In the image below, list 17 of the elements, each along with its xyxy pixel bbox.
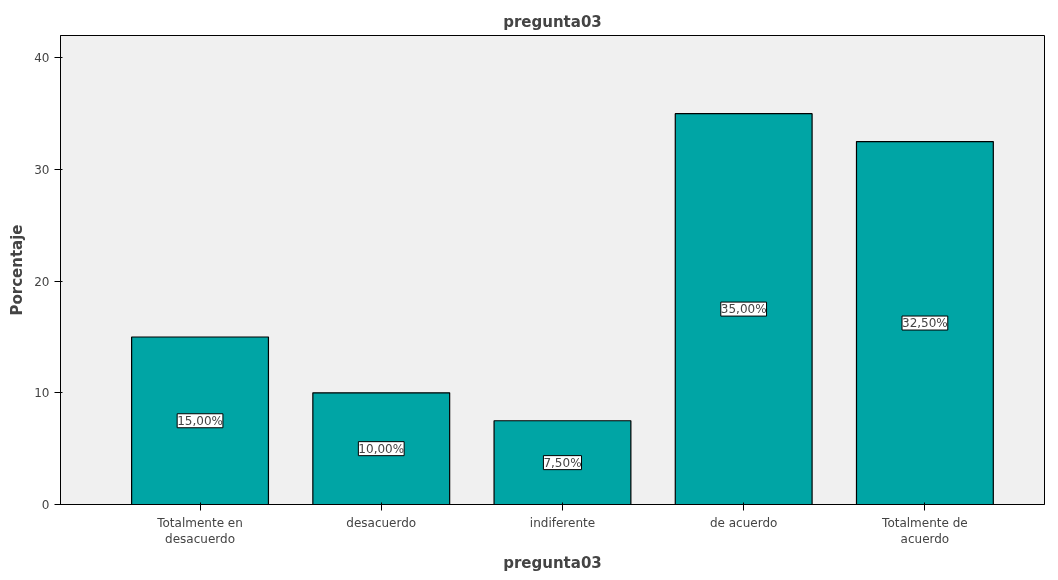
x-axis-title: pregunta03 <box>503 554 602 573</box>
data-label: 35,00% <box>720 302 767 317</box>
y-tick-label: 0 <box>41 498 50 512</box>
x-tick-label: Totalmente en desacuerdo <box>156 515 243 547</box>
y-axis-title: Porcentaje <box>8 224 27 316</box>
y-tick-label: 30 <box>34 163 50 177</box>
data-label: 10,00% <box>358 441 405 456</box>
chart-title: pregunta03 <box>503 12 602 31</box>
y-tick-label: 40 <box>34 51 50 66</box>
x-tick-label: desacuerdo <box>346 515 417 530</box>
y-tick-label: 20 <box>34 274 50 289</box>
x-tick-label: Totalmente de acuerdo <box>881 515 968 547</box>
data-label: 32,50% <box>902 316 948 331</box>
x-tick-label: de acuerdo <box>709 515 778 530</box>
y-tick-label: 10 <box>34 386 50 401</box>
data-label: 7,50% <box>543 455 582 470</box>
x-tick-label: indiferente <box>529 515 596 530</box>
